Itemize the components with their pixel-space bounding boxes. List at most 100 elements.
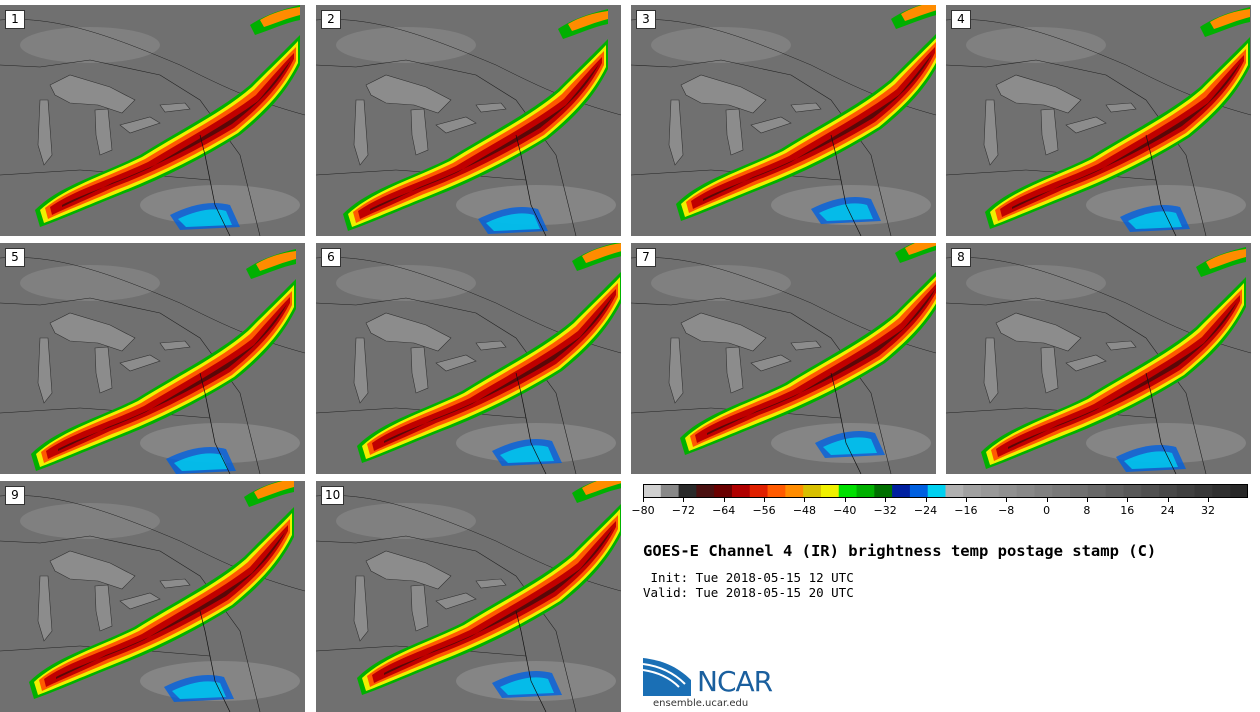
colorbar-tick-label: 0 <box>1043 504 1051 517</box>
colorbar-swatch <box>1230 484 1248 498</box>
colorbar-tick-label: −40 <box>833 504 857 517</box>
colorbar-tick-label: −24 <box>913 504 938 517</box>
colorbar-swatch <box>927 484 946 498</box>
colorbar-swatch <box>1070 484 1089 498</box>
panel-number: 4 <box>951 10 971 29</box>
colorbar-border <box>643 484 1248 498</box>
colorbar-tick-mark <box>804 498 806 502</box>
colorbar-tick-label: −8 <box>998 504 1015 517</box>
colorbar-tick-label: 32 <box>1201 504 1215 517</box>
ncar-logo-text: NCAR <box>697 665 773 698</box>
colorbar-swatch <box>749 484 769 498</box>
colorbar-tick-label: −48 <box>792 504 817 517</box>
colorbar-tick-label: −16 <box>954 504 978 517</box>
panel-10: 10 <box>316 481 621 712</box>
colorbar-swatch <box>714 484 733 498</box>
panel-7: 7 <box>631 243 936 474</box>
colorbar-swatch <box>643 484 662 498</box>
panel-number: 6 <box>321 248 341 267</box>
init-time: Init: Tue 2018-05-15 12 UTC <box>643 570 854 585</box>
panel-number: 9 <box>5 486 25 505</box>
colorbar-tick-mark <box>1086 498 1088 502</box>
colorbar-tick-mark <box>643 498 644 502</box>
colorbar-tick-mark <box>925 498 927 502</box>
colorbar-swatch <box>892 484 911 498</box>
satellite-map <box>0 5 305 236</box>
satellite-map <box>316 481 621 712</box>
colorbar-tick-mark <box>844 498 846 502</box>
panel-number: 1 <box>5 10 25 29</box>
colorbar-swatch <box>1176 484 1196 498</box>
colorbar-tick-label: −64 <box>712 504 736 517</box>
colorbar-swatch <box>767 484 786 498</box>
colorbar-tick-label: −72 <box>671 504 695 517</box>
colorbar-tick-mark <box>965 498 967 502</box>
colorbar-swatch <box>820 484 840 498</box>
colorbar-swatch <box>1212 484 1231 498</box>
colorbar-tick-label: −80 <box>631 504 655 517</box>
colorbar-swatch <box>874 484 893 498</box>
satellite-map <box>631 243 936 474</box>
panel-number: 8 <box>951 248 971 267</box>
colorbar-swatch <box>678 484 697 498</box>
panel-5: 5 <box>0 243 305 474</box>
colorbar-swatch <box>838 484 858 498</box>
panel-4: 4 <box>946 5 1251 236</box>
satellite-map <box>316 5 621 236</box>
colorbar-tick-mark <box>723 498 725 502</box>
panel-number: 7 <box>636 248 656 267</box>
panel-1: 1 <box>0 5 305 236</box>
valid-time: Valid: Tue 2018-05-15 20 UTC <box>643 585 854 600</box>
panel-number: 3 <box>636 10 656 29</box>
colorbar-tick-mark <box>764 498 766 502</box>
panel-9: 9 <box>0 481 305 712</box>
colorbar-tick-mark <box>1046 498 1048 502</box>
colorbar-swatch <box>1123 484 1142 498</box>
colorbar-swatch <box>803 484 822 498</box>
panel-6: 6 <box>316 243 621 474</box>
colorbar <box>643 484 1248 498</box>
panel-number: 2 <box>321 10 341 29</box>
colorbar-swatch <box>1052 484 1071 498</box>
satellite-map <box>946 243 1251 474</box>
colorbar-tick-label: 8 <box>1083 504 1091 517</box>
colorbar-tick-mark <box>1127 498 1129 502</box>
colorbar-swatch <box>963 484 982 498</box>
satellite-map <box>0 481 305 712</box>
colorbar-tick-mark <box>1208 498 1209 502</box>
figure-title: GOES-E Channel 4 (IR) brightness temp po… <box>643 542 1157 560</box>
ncar-logo-icon <box>643 658 691 696</box>
colorbar-swatch <box>981 484 1000 498</box>
colorbar-swatch <box>696 484 715 498</box>
colorbar-tick-label: −32 <box>873 504 897 517</box>
colorbar-swatch <box>731 484 751 498</box>
colorbar-tick-mark <box>1006 498 1008 502</box>
colorbar-swatch <box>998 484 1018 498</box>
colorbar-swatch <box>945 484 964 498</box>
panel-number: 5 <box>5 248 25 267</box>
colorbar-swatch <box>1141 484 1160 498</box>
colorbar-swatch <box>856 484 875 498</box>
colorbar-swatch <box>1087 484 1107 498</box>
satellite-map <box>0 243 305 474</box>
colorbar-swatch <box>1159 484 1178 498</box>
panel-8: 8 <box>946 243 1251 474</box>
panel-3: 3 <box>631 5 936 236</box>
colorbar-swatch <box>1016 484 1035 498</box>
panel-number: 10 <box>321 486 345 505</box>
colorbar-tick-label: 24 <box>1160 504 1175 517</box>
colorbar-swatch <box>909 484 929 498</box>
colorbar-tick-mark <box>1167 498 1169 502</box>
colorbar-swatch <box>1105 484 1124 498</box>
colorbar-swatch <box>660 484 680 498</box>
satellite-map <box>631 5 936 236</box>
panel-2: 2 <box>316 5 621 236</box>
colorbar-tick-mark <box>885 498 887 502</box>
colorbar-tick-mark <box>683 498 685 502</box>
colorbar-tick-label: 16 <box>1120 504 1135 517</box>
colorbar-swatch <box>1034 484 1053 498</box>
satellite-map <box>946 5 1251 236</box>
colorbar-swatch <box>1194 484 1213 498</box>
colorbar-tick-label: −56 <box>752 504 776 517</box>
colorbar-swatch <box>785 484 804 498</box>
